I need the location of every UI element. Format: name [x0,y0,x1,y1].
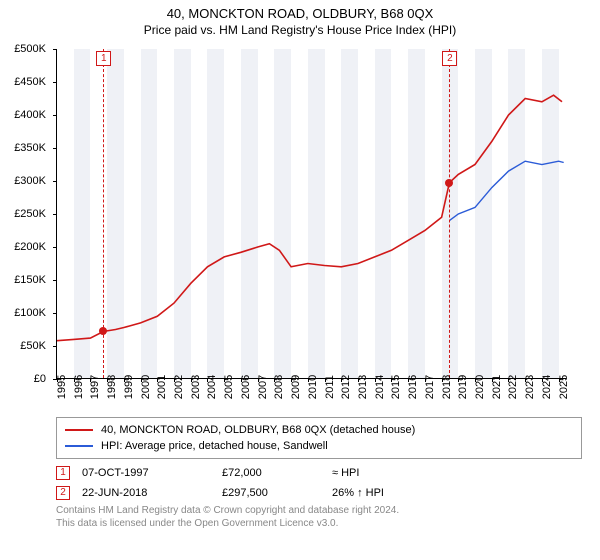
chart-title-sub: Price paid vs. HM Land Registry's House … [8,23,592,37]
marker-point-1 [99,327,107,335]
x-axis-label: 2018 [441,375,453,399]
y-axis-label: £300K [0,175,46,187]
y-axis-label: £0 [0,373,46,385]
footer-line-2: This data is licensed under the Open Gov… [56,518,582,531]
x-axis-label: 2001 [156,375,168,399]
transaction-table: 1 07-OCT-1997£72,000≈ HPI 2 22-JUN-2018£297… [56,463,582,503]
x-axis-label: 2023 [524,375,536,399]
x-axis-label: 2020 [474,375,486,399]
marker-point-2 [445,179,453,187]
x-axis-label: 1999 [123,375,135,399]
x-axis-label: 1996 [73,375,85,399]
transaction-delta: 26% ↑ HPI [332,487,384,499]
x-axis-label: 2014 [374,375,386,399]
legend: 40, MONCKTON ROAD, OLDBURY, B68 0QX (det… [56,417,582,459]
legend-swatch [65,445,93,447]
legend-row: HPI: Average price, detached house, Sand… [65,438,573,454]
x-axis-label: 2019 [457,375,469,399]
x-axis-label: 2007 [257,375,269,399]
chart-title-address: 40, MONCKTON ROAD, OLDBURY, B68 0QX [8,6,592,21]
legend-swatch [65,429,93,431]
y-axis-label: £150K [0,274,46,286]
x-axis-label: 2024 [541,375,553,399]
x-axis-label: 2008 [273,375,285,399]
y-axis-label: £500K [0,43,46,55]
y-axis-label: £350K [0,142,46,154]
transaction-delta: ≈ HPI [332,467,359,479]
transaction-row: 1 07-OCT-1997£72,000≈ HPI [56,463,582,483]
chart-footer: Contains HM Land Registry data © Crown c… [56,505,582,530]
transaction-date: 07-OCT-1997 [82,467,222,479]
transaction-row: 2 22-JUN-2018£297,50026% ↑ HPI [56,483,582,503]
x-axis-label: 2003 [190,375,202,399]
x-axis-label: 2013 [357,375,369,399]
transaction-date: 22-JUN-2018 [82,487,222,499]
x-axis-label: 2022 [507,375,519,399]
transaction-price: £297,500 [222,487,332,499]
x-axis-label: 2017 [424,375,436,399]
x-axis-label: 2015 [390,375,402,399]
marker-box-1: 1 [96,51,111,66]
x-axis-label: 2000 [140,375,152,399]
footer-line-1: Contains HM Land Registry data © Crown c… [56,505,582,518]
y-axis-label: £200K [0,241,46,253]
transaction-marker-box: 1 [56,466,70,480]
x-axis-label: 1997 [89,375,101,399]
legend-label: 40, MONCKTON ROAD, OLDBURY, B68 0QX (det… [101,424,415,436]
x-axis-label: 2021 [491,375,503,399]
x-axis-label: 2005 [223,375,235,399]
x-axis-label: 2012 [340,375,352,399]
y-axis-label: £250K [0,208,46,220]
y-axis-label: £400K [0,109,46,121]
marker-line-2 [449,49,450,378]
x-axis-label: 1995 [56,375,68,399]
legend-row: 40, MONCKTON ROAD, OLDBURY, B68 0QX (det… [65,422,573,438]
x-axis-label: 2016 [407,375,419,399]
x-axis-label: 2004 [206,375,218,399]
plot-area: 12 [56,49,566,379]
x-axis-label: 1998 [106,375,118,399]
chart-lines [57,49,567,379]
marker-box-2: 2 [442,51,457,66]
transaction-price: £72,000 [222,467,332,479]
chart: £0£50K£100K£150K£200K£250K£300K£350K£400… [8,43,578,413]
y-axis-label: £50K [0,340,46,352]
y-axis-label: £450K [0,76,46,88]
x-axis-label: 2025 [558,375,570,399]
x-axis-label: 2011 [324,375,336,399]
x-axis-label: 2010 [307,375,319,399]
legend-label: HPI: Average price, detached house, Sand… [101,440,328,452]
transaction-marker-box: 2 [56,486,70,500]
y-axis-label: £100K [0,307,46,319]
x-axis-label: 2009 [290,375,302,399]
series-price_paid [57,95,562,341]
x-axis-label: 2006 [240,375,252,399]
x-axis-label: 2002 [173,375,185,399]
